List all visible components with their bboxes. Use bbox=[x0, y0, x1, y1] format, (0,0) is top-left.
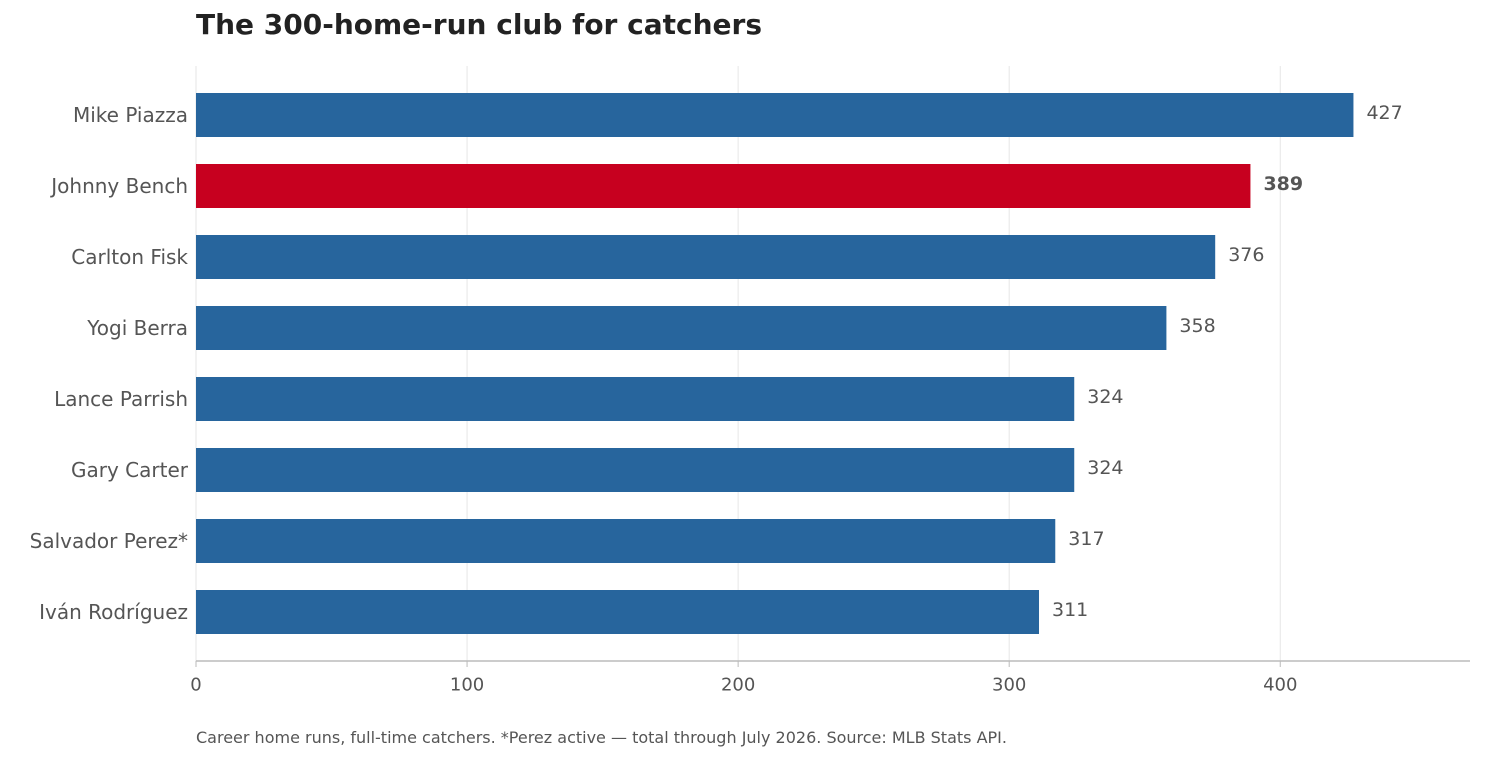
value-label-6: 317 bbox=[1068, 528, 1104, 550]
value-label-7: 311 bbox=[1052, 599, 1088, 621]
category-label-5: Gary Carter bbox=[71, 458, 189, 482]
x-tick-label-0: 0 bbox=[190, 675, 201, 696]
chart-footnote: Career home runs, full-time catchers. *P… bbox=[196, 728, 1007, 747]
bar-0 bbox=[196, 93, 1354, 137]
chart-title: The 300-home-run club for catchers bbox=[196, 8, 762, 41]
category-label-3: Yogi Berra bbox=[86, 316, 188, 340]
value-label-2: 376 bbox=[1228, 244, 1264, 266]
value-label-0: 427 bbox=[1366, 102, 1402, 124]
bar-1 bbox=[196, 164, 1251, 208]
x-tick-label-4: 400 bbox=[1263, 675, 1297, 696]
value-label-1: 389 bbox=[1263, 173, 1303, 195]
bar-7 bbox=[196, 590, 1040, 634]
category-label-1: Johnny Bench bbox=[49, 174, 188, 198]
x-tick-label-3: 300 bbox=[992, 675, 1026, 696]
value-label-3: 358 bbox=[1179, 315, 1215, 337]
category-label-4: Lance Parrish bbox=[54, 387, 188, 411]
bar-4 bbox=[196, 377, 1075, 421]
category-label-0: Mike Piazza bbox=[73, 103, 188, 127]
x-tick-label-1: 100 bbox=[450, 675, 484, 696]
category-label-7: Iván Rodríguez bbox=[39, 600, 188, 624]
value-label-5: 324 bbox=[1087, 457, 1123, 479]
bar-6 bbox=[196, 519, 1056, 563]
bar-2 bbox=[196, 235, 1216, 279]
x-tick-label-2: 200 bbox=[721, 675, 755, 696]
bar-5 bbox=[196, 448, 1075, 492]
category-label-2: Carlton Fisk bbox=[71, 245, 188, 269]
bar-3 bbox=[196, 306, 1167, 350]
value-label-4: 324 bbox=[1087, 386, 1123, 408]
category-label-6: Salvador Perez* bbox=[30, 529, 188, 553]
